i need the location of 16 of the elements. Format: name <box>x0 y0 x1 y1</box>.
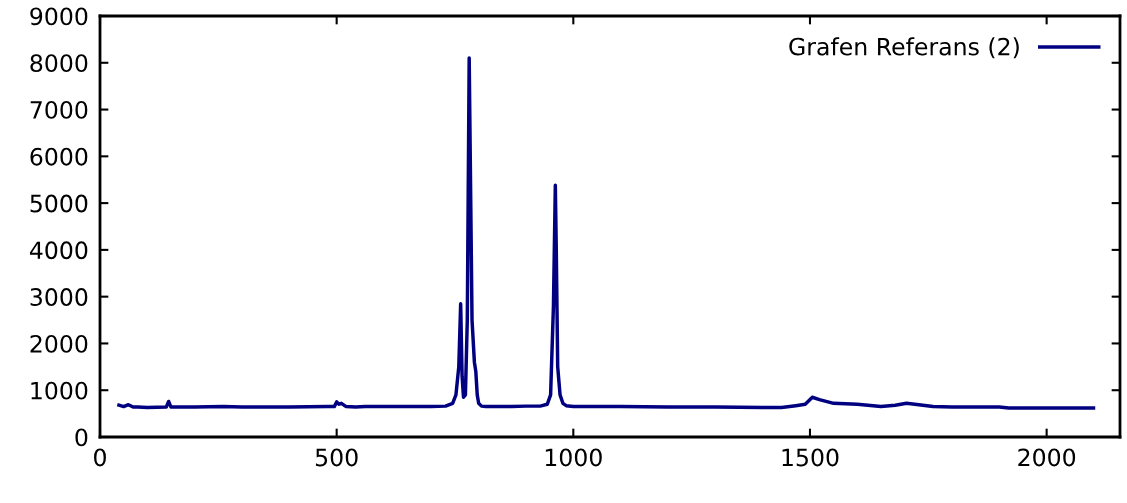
y-tick-label: 1000 <box>31 381 88 400</box>
y-tick-label: 7000 <box>30 101 88 119</box>
y-tick-label: 4000 <box>29 241 88 260</box>
x-tick-label: 1000 <box>545 448 602 467</box>
y-tick-label: 9000 <box>30 7 88 26</box>
x-tick-label: 2000 <box>1018 448 1076 467</box>
y-tick-label: 5000 <box>30 194 88 213</box>
y-tick-label: 6000 <box>30 147 88 166</box>
x-tick-label: 0 <box>94 448 106 467</box>
x-tick-label: 1500 <box>782 448 839 467</box>
x-tick-label: 500 <box>315 448 358 467</box>
legend-label: Grafen Referans (2) <box>789 37 1019 59</box>
y-tick-label: 3000 <box>30 288 88 306</box>
y-tick-label: 2000 <box>30 334 88 353</box>
y-tick-label: 0 <box>75 428 88 447</box>
y-tick-label: 8000 <box>30 54 88 73</box>
